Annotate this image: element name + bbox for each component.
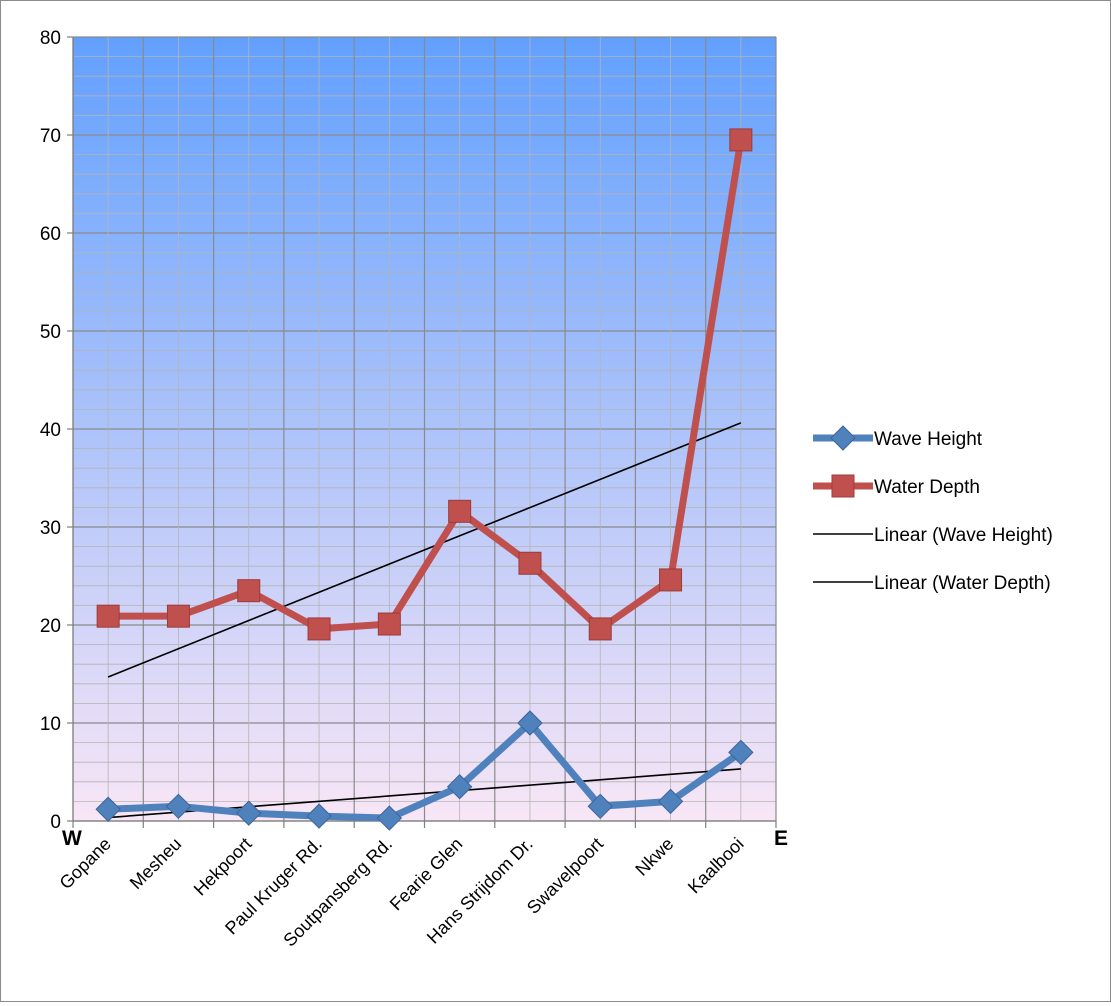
data-point-marker — [306, 803, 332, 829]
data-point-marker — [96, 604, 120, 628]
x-category-label: Kaalbooi — [684, 834, 748, 898]
y-tick-label: 30 — [40, 518, 61, 539]
y-tick-label: 60 — [40, 224, 61, 245]
data-point-marker — [95, 796, 121, 822]
data-point-marker — [237, 579, 261, 603]
y-tick-label: 50 — [40, 322, 61, 343]
data-point-marker — [377, 612, 401, 636]
data-point-marker — [518, 551, 542, 575]
y-tick-label: 80 — [40, 28, 61, 49]
legend-label: Linear (Water Depth) — [874, 573, 1051, 594]
axis-end-label-left: W — [62, 827, 82, 850]
x-category-label: Swavelpoort — [523, 834, 607, 918]
legend-label: Linear (Wave Height) — [874, 525, 1053, 546]
data-point-marker — [376, 805, 403, 831]
y-tick-label: 20 — [40, 616, 61, 637]
x-category-label: Mesheu — [126, 834, 185, 893]
data-point-marker — [728, 739, 754, 766]
data-point-marker — [831, 474, 855, 498]
data-point-marker — [446, 773, 473, 800]
data-point-marker — [517, 710, 543, 736]
data-point-marker — [448, 499, 472, 523]
axis-end-label-right: E — [774, 827, 788, 850]
legend-label: Water Depth — [874, 477, 980, 498]
data-point-marker — [307, 617, 331, 641]
legend: Wave Height Water Depth Linear (Wave Heigh… — [813, 425, 1053, 594]
data-point-marker — [657, 788, 684, 815]
gridlines — [72, 36, 777, 822]
data-point-marker — [729, 128, 753, 152]
y-tick-label: 10 — [40, 714, 61, 735]
data-point-marker — [166, 604, 190, 628]
trendline — [107, 422, 742, 678]
series-line — [104, 136, 745, 633]
series-line — [104, 719, 745, 822]
x-category-label: Nkwe — [631, 834, 677, 880]
y-tick-label: 0 — [50, 812, 61, 833]
data-point-marker — [830, 425, 856, 451]
x-category-label: Hekpoort — [190, 834, 256, 900]
data-point-marker — [236, 800, 262, 826]
y-tick-label: 40 — [40, 420, 61, 441]
data-point-marker — [588, 617, 612, 641]
data-point-marker — [587, 793, 613, 820]
data-point-marker — [659, 568, 683, 592]
data-point-marker — [165, 793, 192, 820]
series — [95, 128, 754, 831]
y-tick-label: 70 — [40, 126, 61, 147]
legend-label: Wave Height — [874, 429, 983, 450]
